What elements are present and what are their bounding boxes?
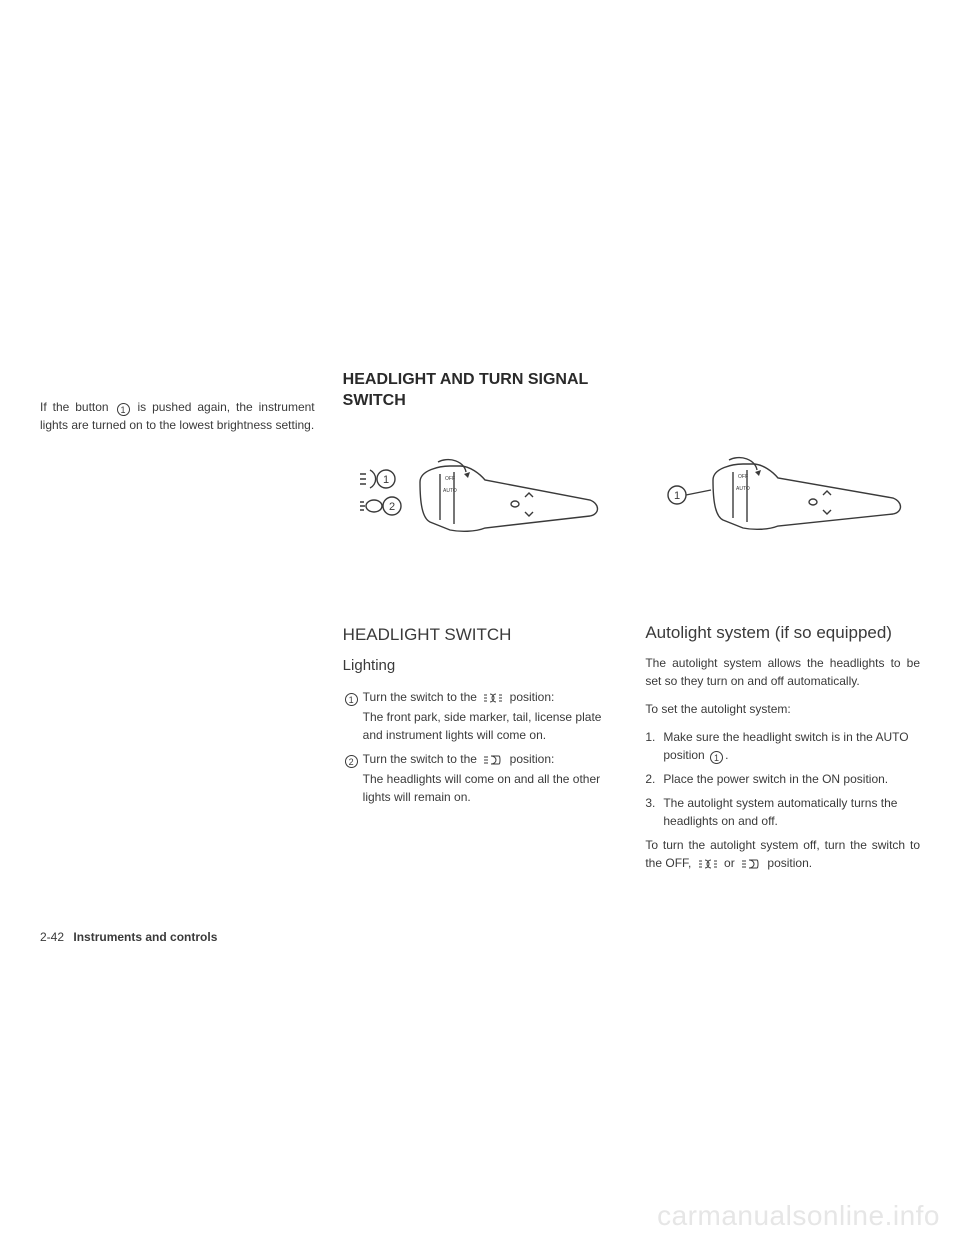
callout-1-icon: 1 — [117, 403, 130, 416]
svg-text:1: 1 — [674, 490, 680, 502]
callout-1-icon: 1 — [710, 751, 723, 764]
svg-text:OFF: OFF — [445, 476, 455, 482]
parking-light-icon — [483, 690, 503, 708]
text: position: — [510, 752, 555, 766]
column-left: If the button 1 is pushed again, the ins… — [40, 370, 315, 884]
intro-paragraph: If the button 1 is pushed again, the ins… — [40, 398, 315, 434]
step-number: 3. — [645, 794, 663, 830]
text: Place the power switch in the ON positio… — [663, 770, 920, 788]
text: position. — [767, 856, 812, 870]
svg-text:1: 1 — [383, 474, 389, 486]
svg-text:AUTO: AUTO — [443, 488, 457, 494]
text: The front park, side marker, tail, licen… — [363, 710, 602, 742]
step-number: 2. — [645, 770, 663, 788]
text: Turn the switch to the — [363, 690, 477, 704]
text: If the button — [40, 400, 109, 414]
section-title-line2: SWITCH — [343, 392, 406, 409]
lever-diagram-icon: 1 OFF AUTO — [653, 450, 913, 560]
autolight-step-2: 2. Place the power switch in the ON posi… — [645, 770, 920, 788]
text: The headlights will come on and all the … — [363, 772, 600, 804]
autolight-step-1: 1. Make sure the headlight switch is in … — [645, 728, 920, 764]
autolight-intro: To set the autolight system: — [645, 700, 920, 718]
chapter-title: Instruments and controls — [73, 930, 217, 944]
lighting-step-1: 1 Turn the switch to the position: The f… — [343, 688, 618, 744]
headlight-icon — [483, 752, 503, 770]
section-title-line1: HEADLIGHT AND TURN SIGNAL — [343, 371, 589, 388]
autolight-step-3: 3. The autolight system automatically tu… — [645, 794, 920, 830]
lever-diagram-icon: 1 2 — [350, 452, 610, 562]
autolight-desc: The autolight system allows the headligh… — [645, 654, 920, 690]
headlight-switch-heading: HEADLIGHT SWITCH — [343, 622, 618, 648]
headlight-icon — [741, 856, 761, 874]
callout-1-icon: 1 — [345, 693, 358, 706]
page-footer: 2-42 Instruments and controls — [40, 930, 217, 944]
section-title: HEADLIGHT AND TURN SIGNAL SWITCH — [343, 370, 618, 412]
autolight-heading: Autolight system (if so equipped) — [645, 620, 920, 646]
callout-2-icon: 2 — [345, 755, 358, 768]
autolight-diagram: 1 OFF AUTO — [645, 420, 920, 590]
parking-light-icon — [698, 856, 718, 874]
column-middle: HEADLIGHT AND TURN SIGNAL SWITCH 1 2 — [343, 370, 618, 884]
svg-text:2: 2 — [389, 501, 395, 513]
autolight-off-para: To turn the autolight system off, turn t… — [645, 836, 920, 874]
text: The autolight system automatically turns… — [663, 794, 920, 830]
lighting-step-2: 2 Turn the switch to the position: The h… — [343, 750, 618, 806]
text: Turn the switch to the — [363, 752, 477, 766]
headlight-switch-diagram: 1 2 — [343, 422, 618, 592]
page-number: 2-42 — [40, 930, 64, 944]
svg-text:AUTO: AUTO — [736, 486, 750, 492]
svg-text:OFF: OFF — [738, 474, 748, 480]
text: Make sure the headlight switch is in the… — [663, 730, 908, 762]
text: position: — [510, 690, 555, 704]
column-right: 1 OFF AUTO — [645, 370, 920, 884]
lighting-subheading: Lighting — [343, 655, 618, 678]
step-number: 1. — [645, 728, 663, 764]
text: or — [724, 856, 735, 870]
watermark: carmanualsonline.info — [657, 1200, 940, 1232]
